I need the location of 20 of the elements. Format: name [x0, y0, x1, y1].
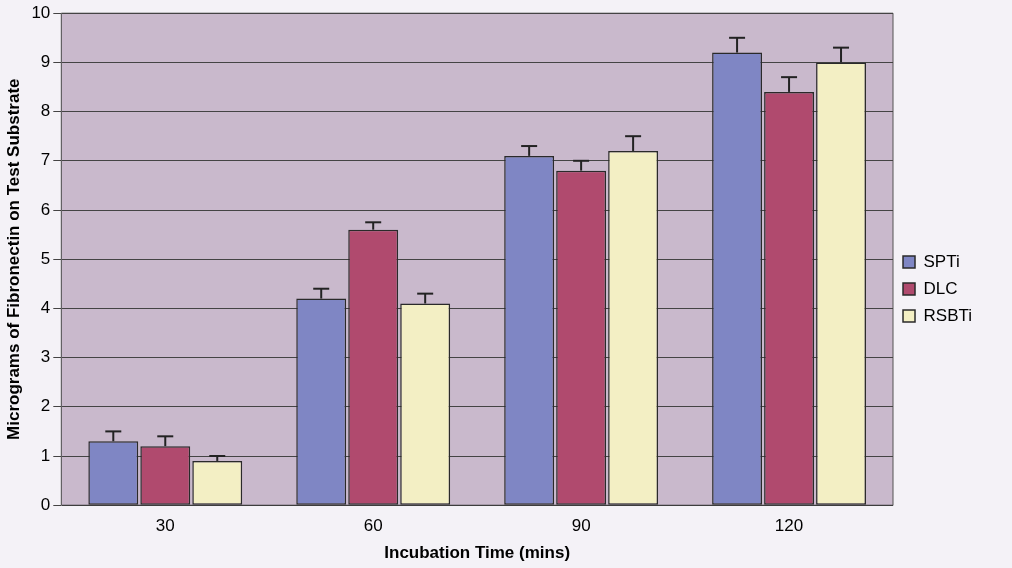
y-tick-label: 7 — [40, 150, 51, 170]
x-tick-label: 90 — [571, 516, 591, 536]
y-tick-label: 0 — [40, 494, 51, 514]
legend-label: DLC — [923, 278, 958, 298]
x-tick-label: 30 — [155, 516, 175, 536]
y-tick-label: 1 — [40, 445, 51, 465]
y-tick-label: 3 — [40, 347, 51, 367]
x-tick-label: 60 — [363, 516, 383, 536]
legend-label: SPTi — [923, 251, 960, 271]
y-tick-label: 4 — [40, 298, 51, 318]
y-tick-label: 2 — [40, 396, 51, 416]
y-tick-label: 6 — [40, 199, 51, 219]
y-tick-label: 9 — [40, 52, 51, 72]
x-tick-label: 120 — [774, 516, 804, 536]
y-tick-label: 5 — [40, 248, 51, 268]
y-tick-label: 10 — [31, 2, 51, 22]
x-axis-title: Incubation Time (mins) — [384, 543, 571, 563]
y-tick-label: 8 — [40, 101, 51, 121]
y-axis-title: Micrograms of Fibronectin on Test Substrate — [3, 78, 23, 440]
legend-label: RSBTi — [923, 305, 973, 325]
